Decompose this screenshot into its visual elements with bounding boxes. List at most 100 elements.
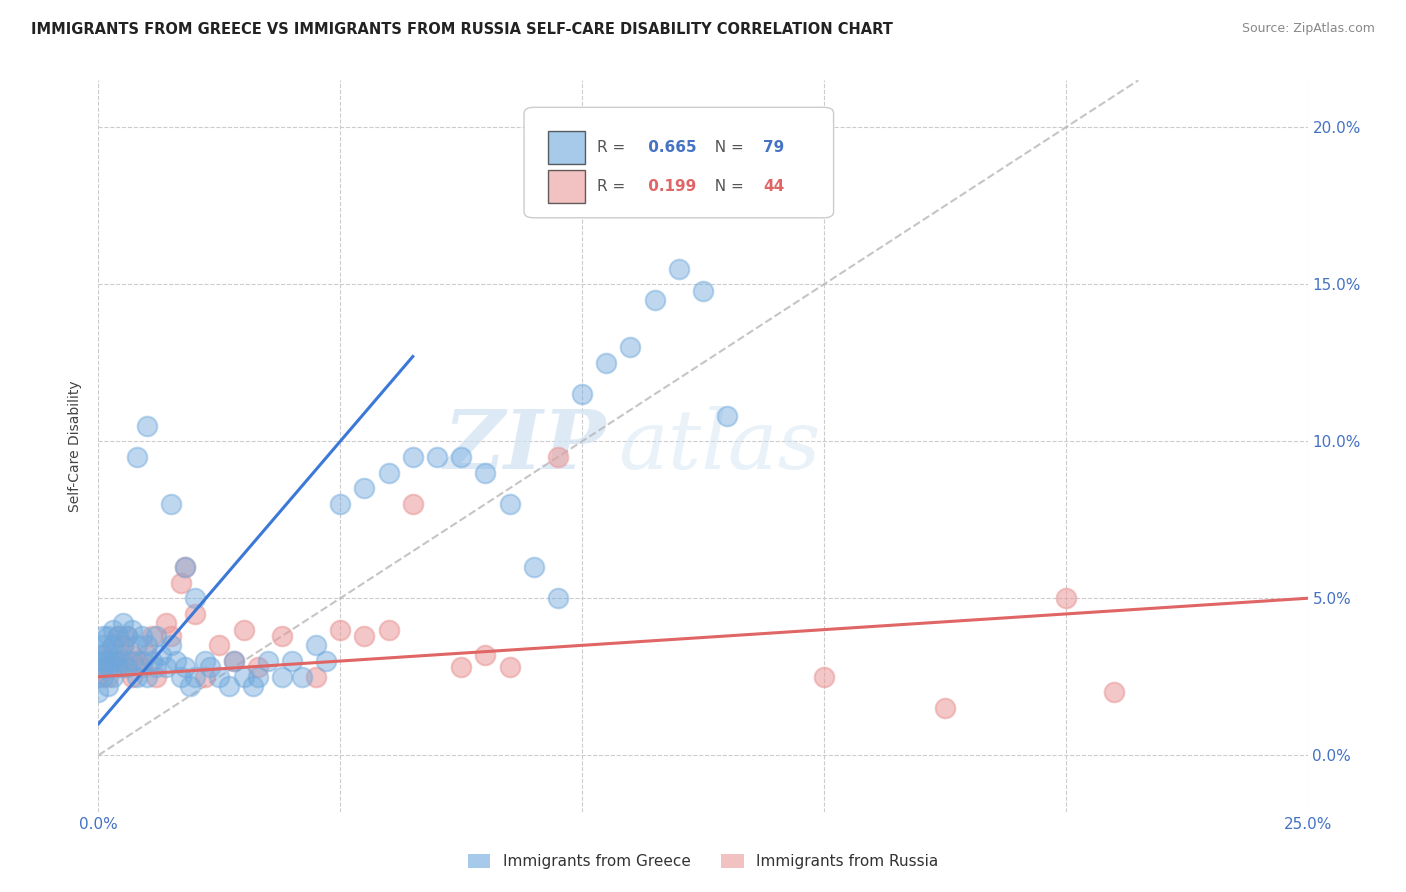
Point [91, 629, 114, 643]
Point [145, 660, 167, 674]
Point [619, 340, 641, 354]
FancyBboxPatch shape [548, 131, 585, 164]
Point [169, 670, 191, 684]
Point [271, 629, 294, 643]
Text: N =: N = [706, 178, 749, 194]
Point [91, 648, 114, 662]
Point [547, 591, 569, 606]
Point [353, 482, 375, 496]
Point [402, 450, 425, 464]
Point [111, 616, 134, 631]
Point [127, 670, 149, 684]
Point [450, 660, 472, 674]
Point [91, 654, 114, 668]
Point [315, 654, 337, 668]
Point [141, 654, 163, 668]
Point [97, 645, 120, 659]
Point [281, 654, 304, 668]
Point [91, 648, 114, 662]
Point [222, 654, 245, 668]
Point [242, 679, 264, 693]
Point [91, 638, 114, 652]
Point [150, 648, 173, 662]
Point [117, 660, 139, 674]
Point [290, 670, 312, 684]
Point [127, 654, 149, 668]
Text: atlas: atlas [619, 406, 821, 486]
Point [97, 629, 120, 643]
Point [160, 497, 183, 511]
Point [305, 638, 328, 652]
Text: 0.199: 0.199 [643, 178, 696, 194]
Point [111, 654, 134, 668]
Point [377, 623, 399, 637]
Point [87, 685, 110, 699]
Point [91, 660, 114, 674]
Point [716, 409, 738, 424]
Point [121, 670, 143, 684]
Point [101, 660, 124, 674]
Point [135, 648, 157, 662]
Y-axis label: Self-Care Disability: Self-Care Disability [69, 380, 83, 512]
Point [97, 660, 120, 674]
Point [107, 648, 129, 662]
Point [107, 660, 129, 674]
Point [474, 648, 496, 662]
Point [474, 466, 496, 480]
Point [402, 497, 425, 511]
Point [127, 638, 149, 652]
Point [107, 629, 129, 643]
Point [523, 559, 546, 574]
Point [184, 591, 207, 606]
Point [160, 638, 183, 652]
Point [547, 450, 569, 464]
Point [97, 679, 120, 693]
Point [107, 629, 129, 643]
Point [145, 629, 167, 643]
Point [329, 497, 352, 511]
Point [155, 660, 177, 674]
Text: N =: N = [706, 140, 749, 155]
Text: ZIP: ZIP [444, 406, 606, 486]
Point [117, 629, 139, 643]
Point [101, 623, 124, 637]
Point [247, 670, 270, 684]
Point [218, 679, 240, 693]
Point [97, 670, 120, 684]
Point [101, 670, 124, 684]
Point [222, 654, 245, 668]
Text: Source: ZipAtlas.com: Source: ZipAtlas.com [1241, 22, 1375, 36]
Point [135, 670, 157, 684]
Point [174, 660, 197, 674]
Point [121, 654, 143, 668]
Legend: Immigrants from Greece, Immigrants from Russia: Immigrants from Greece, Immigrants from … [461, 848, 945, 875]
Point [117, 629, 139, 643]
Point [87, 670, 110, 684]
Point [692, 284, 714, 298]
Point [198, 660, 221, 674]
Point [813, 670, 835, 684]
Point [155, 616, 177, 631]
Point [141, 629, 163, 643]
Point [498, 497, 520, 511]
Point [135, 418, 157, 433]
Point [127, 450, 149, 464]
FancyBboxPatch shape [548, 170, 585, 203]
Text: 79: 79 [763, 140, 785, 155]
Point [595, 356, 617, 370]
Point [131, 629, 153, 643]
Point [169, 575, 191, 590]
Point [644, 293, 666, 307]
Point [256, 654, 278, 668]
Point [101, 638, 124, 652]
FancyBboxPatch shape [524, 107, 834, 218]
Point [329, 623, 352, 637]
Point [232, 670, 254, 684]
Point [97, 654, 120, 668]
Point [184, 607, 207, 621]
Point [1102, 685, 1125, 699]
Point [91, 660, 114, 674]
Point [101, 638, 124, 652]
Point [174, 559, 197, 574]
Point [194, 654, 217, 668]
